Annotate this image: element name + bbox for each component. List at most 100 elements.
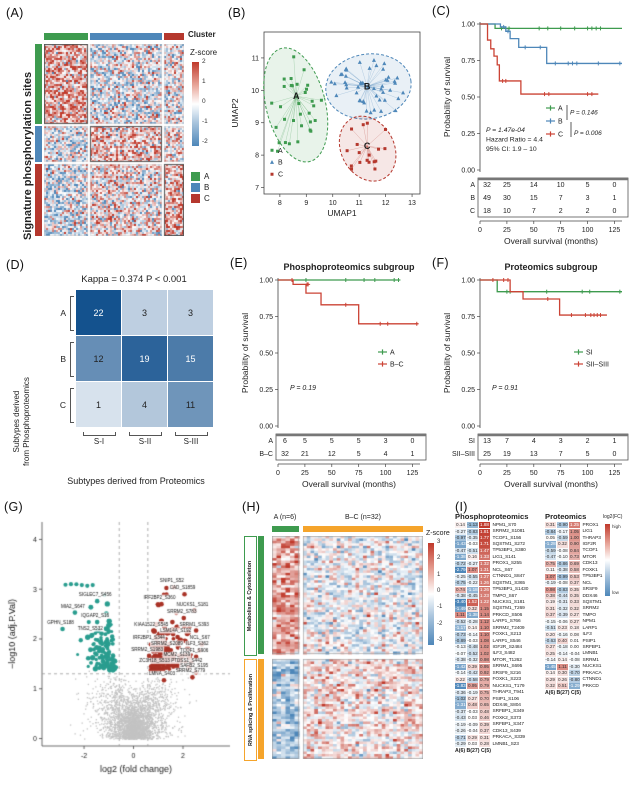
- colorbar-tick: -3: [437, 637, 443, 643]
- cluster-A-points: [270, 55, 323, 153]
- gene-site-name: PROX1_S255: [492, 561, 522, 567]
- fc-value-cell: 0.75: [545, 560, 556, 567]
- x-tick: 125: [609, 227, 621, 234]
- x-tick: 75: [557, 470, 565, 477]
- risk-value: 2: [586, 208, 590, 215]
- risk-value: 30: [503, 195, 511, 202]
- x-tick: 8: [278, 200, 282, 207]
- table-row: 0.37 -0.39 0.27 TMPO: [545, 612, 602, 619]
- legend-label: B: [558, 119, 563, 126]
- colorbar-gradient: [192, 62, 199, 146]
- fc-value-cell: 0.79: [479, 683, 490, 690]
- colorbar-tick: 1: [202, 78, 206, 85]
- fc-value-cell: 0.18: [569, 625, 580, 632]
- table-row: 1.07 -0.99 0.53 TP53BP1: [545, 573, 602, 580]
- y-tick: 0.00: [461, 168, 475, 175]
- fc-value-cell: 0.32: [569, 605, 580, 612]
- cluster-B-points: [329, 58, 406, 115]
- fc-value-cell: -0.04: [569, 650, 580, 658]
- risk-value: 3: [559, 438, 563, 445]
- fc-value-cell: -0.45: [467, 592, 478, 600]
- fc-value-cell: -0.15: [545, 618, 556, 625]
- stat-line: P = 1.47e-04: [486, 127, 525, 134]
- matrix-col-label-S-III: S-III: [183, 437, 199, 446]
- group-bc-header: B–C (n=32): [345, 514, 381, 521]
- gene-site-name: IGF2R_S2484: [492, 645, 523, 651]
- fc-value-cell: -0.09: [467, 721, 478, 728]
- cluster-A-centroid-label: A: [293, 91, 300, 101]
- side-bar-metabolism: [258, 536, 264, 654]
- table-row: 0.98 -0.83 0.35 SRSF9: [545, 586, 602, 593]
- fc-value-cell: -0.52: [455, 618, 466, 625]
- x-tick: 13: [408, 200, 416, 207]
- y-axis-label: UMAP2: [230, 98, 240, 128]
- risk-value: 1: [613, 438, 617, 445]
- fc-value-cell: 0.32: [557, 541, 568, 548]
- fc-value-cell: -1.13: [467, 522, 478, 529]
- fc-value-cell: 0.31: [545, 605, 556, 612]
- fc-value-cell: -0.08: [557, 580, 568, 587]
- fc-value-cell: -0.84: [545, 528, 556, 535]
- fc-value-cell: 0.26: [557, 676, 568, 683]
- fc-value-cell: -0.27: [455, 528, 466, 535]
- table-row: -1.38 0.16 1.33 LIG1_S141: [455, 554, 528, 561]
- y-tick: 0.75: [461, 58, 475, 65]
- fc-value-cell: -0.80: [569, 676, 580, 683]
- x-tick: 0: [478, 470, 482, 477]
- row-bar-C: [35, 164, 42, 236]
- table-row: -0.14 0.14 -0.08 SRRM1: [545, 657, 602, 664]
- colorbar-tick: 0: [437, 588, 441, 594]
- gene-site-name: IGF2R: [582, 542, 597, 548]
- table-row: -0.63 0.40 0.01 PSIP1: [545, 638, 602, 645]
- panel-i: (I) Phosphoproteomics Proteomics 0.14 -1.…: [455, 500, 633, 788]
- km-title: Proteomics subgroup: [504, 262, 598, 272]
- x-tick: 50: [530, 227, 538, 234]
- legend-item-A: A: [191, 172, 210, 181]
- table-row: -0.73 -0.14 1.10 FOXK1_S213: [455, 631, 528, 638]
- fc-value-cell: 0.25: [545, 650, 556, 658]
- fc-value-cell: -0.38: [557, 567, 568, 574]
- risk-value: 0: [411, 438, 415, 445]
- fc-value-cell: -0.47: [545, 554, 556, 561]
- x-tick: 11: [356, 200, 363, 207]
- fc-value-cell: 0.14: [545, 670, 556, 677]
- risk-value: 14: [530, 182, 538, 189]
- x-tick: 75: [557, 227, 565, 234]
- fc-value-cell: 0.27: [545, 644, 556, 651]
- fc-value-cell: 0.23: [557, 625, 568, 632]
- fc-value-cell: 1.05: [569, 528, 580, 535]
- risk-value: 32: [483, 182, 491, 189]
- y-tick: 0.00: [461, 424, 475, 431]
- log2fc-colorbar: log2(FC) high low: [603, 514, 633, 604]
- fc-value-cell: -0.89: [455, 638, 466, 645]
- gene-site-name: CTNND1_S847: [492, 574, 525, 580]
- table-row: -0.47 -0.51 1.47 TP53BP1_S380: [455, 547, 528, 555]
- rna-splicing-proliferation-label-box: RNA splicing & Proliferation: [244, 659, 257, 761]
- fc-value-cell: 0.20: [545, 631, 556, 638]
- colorbar-high-label: high: [612, 524, 621, 529]
- risk-row-label: SII–SIII: [452, 451, 475, 458]
- matrix-cell-C-S-II: 4: [122, 382, 167, 427]
- y-tick: 0.75: [259, 314, 273, 321]
- plot-frame: [263, 31, 421, 195]
- table-row: -3.40 1.52 1.22 NUCKS1_S181: [455, 599, 528, 606]
- panel-a: (A) Signature phosphorylation sites Clus…: [6, 6, 224, 252]
- proteomics-header: Proteomics: [545, 512, 587, 521]
- fc-value-cell: 1.11: [557, 663, 568, 670]
- panel-c: (C) 0.00 0.25 0.50 0.75 1.00 Probability of s…: [432, 4, 632, 254]
- gene-site-name: PRKCD: [582, 683, 599, 689]
- gene-site-name: SQSTM1_S272: [492, 542, 526, 548]
- fc-value-cell: 0.27: [467, 695, 478, 703]
- table-row: 0.27 -0.18 0.00 SRFBP1: [545, 644, 602, 651]
- risk-table: A 32 25 14 10 5 0 B 49 30 15 7 3 1 C 18 10 7 2 2 0: [470, 177, 629, 218]
- gene-site-name: THRAP3: [582, 535, 601, 541]
- risk-row-label: SI: [468, 438, 475, 445]
- risk-value: 5: [357, 438, 361, 445]
- fc-value-cell: -1.43: [455, 541, 466, 548]
- fc-value-cell: -0.27: [467, 560, 478, 567]
- panel-e-letter: (E): [230, 256, 248, 270]
- fc-value-cell: -0.52: [467, 650, 478, 658]
- table-row: -0.14 -0.42 0.92 SRSF9_S216: [455, 670, 528, 677]
- fc-value-cell: 0.48: [479, 708, 490, 715]
- gene-site-name: LMNB1_S23: [492, 741, 519, 747]
